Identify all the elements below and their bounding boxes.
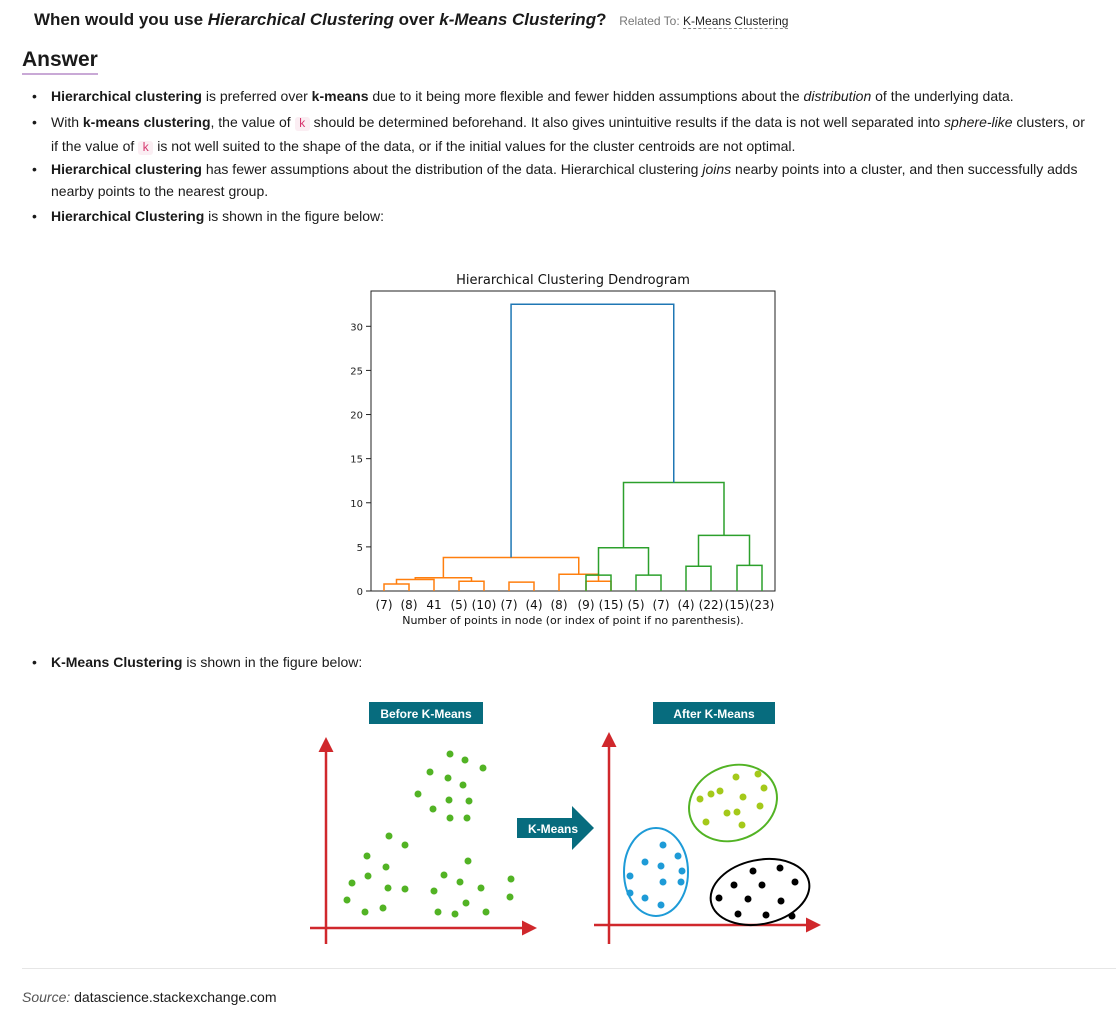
green-cluster-outline bbox=[677, 752, 788, 854]
black-cluster-outline bbox=[704, 850, 815, 933]
blue-cluster-outline bbox=[624, 828, 688, 916]
source-text: datascience.stackexchange.com bbox=[74, 989, 276, 1005]
source-label: Source: bbox=[22, 989, 70, 1005]
before-points bbox=[344, 751, 515, 918]
source: Source: datascience.stackexchange.com bbox=[22, 989, 276, 1005]
after-black-points bbox=[716, 865, 799, 920]
after-lime-points bbox=[697, 771, 768, 829]
after-kmeans-label: After K-Means bbox=[673, 707, 755, 721]
kmeans-arrow-label: K-Means bbox=[528, 822, 578, 836]
after-blue-points bbox=[627, 842, 686, 909]
divider bbox=[22, 968, 1116, 969]
before-kmeans-label: Before K-Means bbox=[380, 707, 472, 721]
